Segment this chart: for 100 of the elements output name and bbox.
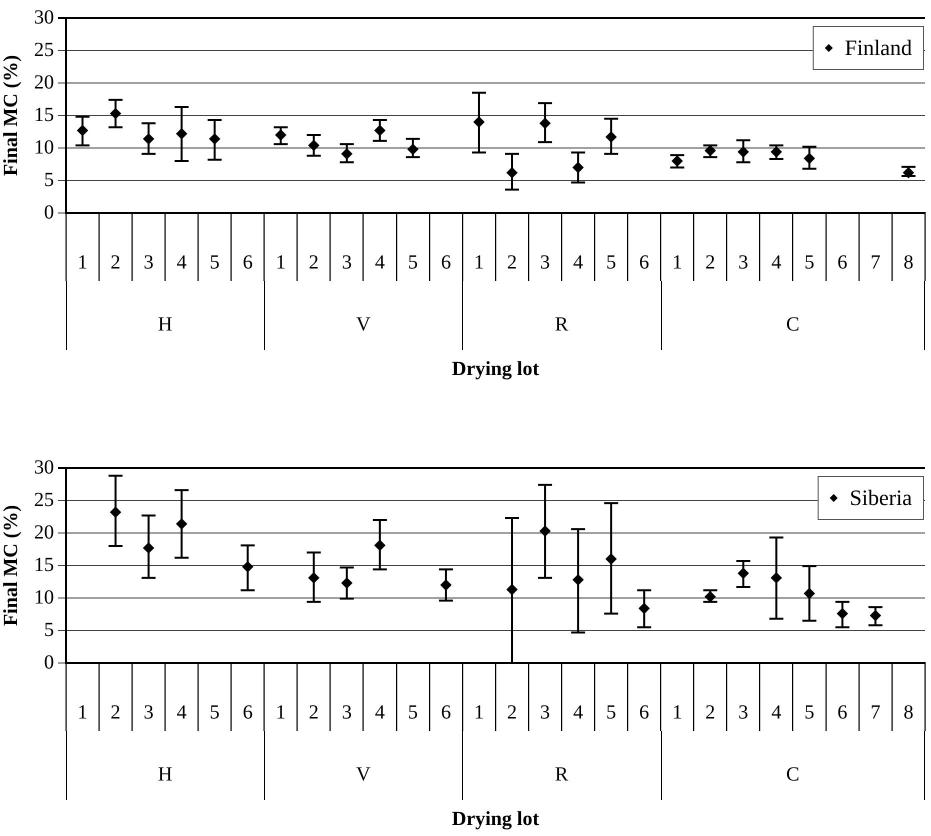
y-axis-title: Final MC (%) xyxy=(0,54,22,176)
y-tick-label: 5 xyxy=(44,618,54,641)
x-tick-label: 2 xyxy=(110,251,121,274)
x-tick-label: 4 xyxy=(374,251,385,274)
x-axis-title: Drying lot xyxy=(452,358,540,380)
point xyxy=(704,145,716,156)
x-tick-label: 5 xyxy=(408,251,418,274)
text: V xyxy=(356,313,372,336)
point xyxy=(473,116,484,128)
y-tick-label: 30 xyxy=(34,456,54,478)
y-tick-label: 0 xyxy=(44,651,54,674)
x-tick-label: 2 xyxy=(705,251,716,274)
point xyxy=(143,542,154,554)
x-tick-label: 6 xyxy=(837,251,848,274)
x-tick-label: 7 xyxy=(870,251,880,274)
text: R xyxy=(554,313,569,336)
point xyxy=(606,131,617,142)
point xyxy=(341,148,352,160)
y-tick-label: 0 xyxy=(44,201,54,224)
point xyxy=(308,572,320,584)
point xyxy=(506,584,518,596)
legend-label: Finland xyxy=(844,34,912,60)
x-tick-label: 6 xyxy=(639,701,650,724)
x-tick-label: 6 xyxy=(440,701,451,724)
point xyxy=(341,578,352,589)
text: V xyxy=(356,763,372,786)
x-tick-label: 7 xyxy=(870,701,880,724)
point xyxy=(308,140,320,151)
x-tick-label: 5 xyxy=(210,701,220,724)
x-tick-label: 5 xyxy=(804,251,814,274)
point xyxy=(804,152,815,164)
x-tick-label: 5 xyxy=(408,701,418,724)
x-tick-label: 2 xyxy=(705,701,716,724)
text: H xyxy=(158,763,172,786)
x-tick-label: 3 xyxy=(342,701,352,724)
x-tick-label: 6 xyxy=(837,701,848,724)
x-tick-label: 4 xyxy=(573,701,584,724)
point xyxy=(176,128,188,140)
x-tick-label: 2 xyxy=(308,251,319,274)
x-tick-label: 1 xyxy=(672,251,682,274)
y-tick-label: 10 xyxy=(34,586,54,608)
point xyxy=(704,591,716,602)
x-tick-label: 4 xyxy=(374,701,385,724)
point xyxy=(606,554,617,564)
y-axis-title: Final MC (%) xyxy=(0,504,22,626)
point xyxy=(110,506,122,518)
x-tick-label: 4 xyxy=(176,251,187,274)
x-tick-label: 2 xyxy=(308,701,319,724)
point xyxy=(738,146,749,158)
x-tick-label: 3 xyxy=(342,251,352,274)
x-tick-label: 1 xyxy=(78,701,88,724)
y-tick-label: 10 xyxy=(34,136,54,158)
x-tick-label: 8 xyxy=(903,251,914,274)
point xyxy=(870,610,881,622)
x-tick-label: 6 xyxy=(639,251,650,274)
point xyxy=(540,118,551,129)
x-tick-label: 4 xyxy=(771,701,782,724)
x-tick-label: 6 xyxy=(242,251,253,274)
x-tick-label: 1 xyxy=(474,701,484,724)
x-tick-label: 1 xyxy=(78,251,88,274)
x-tick-label: 6 xyxy=(242,701,253,724)
legend-label: Siberia xyxy=(850,484,912,510)
point xyxy=(540,526,551,537)
x-tick-label: 1 xyxy=(474,251,484,274)
y-tick-label: 20 xyxy=(34,521,54,544)
text: R xyxy=(554,763,569,786)
y-tick-label: 15 xyxy=(34,554,54,576)
point xyxy=(209,133,220,144)
y-tick-label: 25 xyxy=(34,38,54,61)
x-tick-label: 5 xyxy=(804,701,814,724)
x-tick-label: 4 xyxy=(176,701,187,724)
point xyxy=(275,130,286,140)
point xyxy=(506,167,518,178)
point xyxy=(110,108,122,120)
x-tick-label: 3 xyxy=(540,701,550,724)
point xyxy=(440,580,452,590)
text: C xyxy=(786,763,800,786)
x-tick-label: 5 xyxy=(606,251,616,274)
y-tick-label: 25 xyxy=(34,488,54,511)
y-tick-label: 20 xyxy=(34,71,54,94)
point xyxy=(374,124,386,136)
point xyxy=(77,124,88,136)
y-tick-label: 30 xyxy=(34,6,54,28)
x-tick-label: 1 xyxy=(672,701,682,724)
x-axis-title: Drying lot xyxy=(452,808,540,830)
x-tick-label: 8 xyxy=(903,701,914,724)
x-tick-label: 1 xyxy=(276,701,286,724)
x-tick-label: 3 xyxy=(738,701,748,724)
x-tick-label: 3 xyxy=(144,701,154,724)
y-tick-label: 5 xyxy=(44,168,54,191)
x-tick-label: 6 xyxy=(440,251,451,274)
x-tick-label: 2 xyxy=(507,251,518,274)
point xyxy=(407,144,418,155)
text: C xyxy=(786,313,800,336)
point xyxy=(770,572,782,584)
x-tick-label: 3 xyxy=(144,251,154,274)
x-tick-label: 5 xyxy=(210,251,220,274)
x-tick-label: 2 xyxy=(110,701,121,724)
point xyxy=(738,568,749,579)
y-tick-label: 15 xyxy=(34,104,54,126)
